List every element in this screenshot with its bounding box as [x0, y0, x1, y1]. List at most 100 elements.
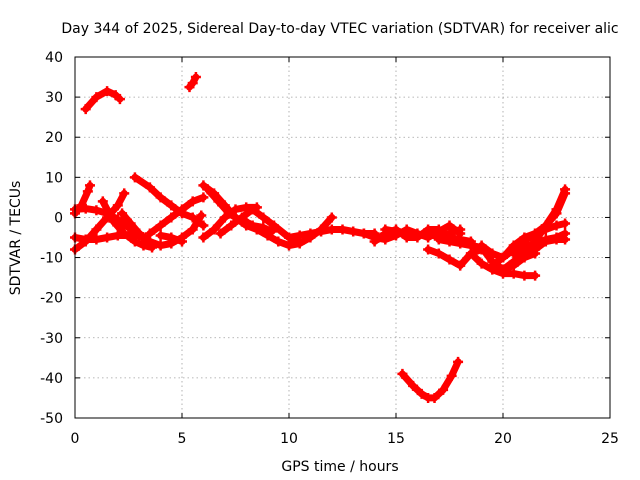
data-point — [294, 230, 305, 241]
y-tick-label: -20 — [40, 291, 63, 307]
data-point — [166, 200, 177, 211]
data-point — [117, 208, 128, 219]
data-point — [446, 370, 457, 381]
data-point — [487, 248, 498, 259]
data-point — [369, 236, 380, 247]
data-point — [91, 224, 102, 235]
data-point — [80, 203, 91, 214]
y-tick-label: 40 — [45, 50, 63, 66]
data-point — [134, 228, 145, 239]
y-tick-label: 20 — [45, 130, 63, 146]
data-point — [560, 184, 571, 195]
series-arc-26 — [487, 218, 571, 271]
data-point — [144, 182, 155, 193]
data-point — [498, 264, 508, 275]
data-point — [247, 204, 258, 215]
data-point — [465, 248, 476, 259]
data-point — [166, 232, 177, 243]
data-point — [508, 248, 519, 259]
data-point — [444, 236, 455, 247]
x-tick-label: 15 — [387, 431, 405, 447]
data-point — [177, 236, 187, 247]
x-tick-label: 10 — [280, 431, 298, 447]
data-point — [416, 388, 427, 399]
data-point — [326, 224, 337, 235]
series-arc-01 — [80, 86, 125, 115]
data-point — [209, 224, 220, 235]
data-point — [423, 228, 434, 239]
data-point — [82, 186, 93, 197]
data-point — [433, 248, 444, 259]
data-point — [423, 244, 434, 255]
data-point — [560, 218, 571, 229]
data-point — [519, 252, 530, 263]
data-point — [540, 220, 551, 231]
data-point — [91, 92, 102, 103]
x-tick-label: 0 — [71, 431, 80, 447]
y-tick-label: -40 — [40, 371, 63, 387]
series-arc-30 — [397, 356, 464, 403]
data-point — [455, 238, 466, 249]
y-tick-label: -30 — [40, 331, 63, 347]
data-series-layer — [70, 72, 571, 403]
data-point — [412, 230, 423, 241]
data-point — [519, 232, 530, 243]
data-point — [215, 228, 226, 239]
x-tick-label: 25 — [601, 431, 619, 447]
series-arc-02 — [184, 72, 201, 93]
data-point — [226, 220, 237, 231]
data-point — [230, 204, 241, 215]
series-arc-11 — [144, 192, 209, 239]
chart-title: Day 344 of 2025, Sidereal Day-to-day VTE… — [61, 21, 618, 37]
data-point — [316, 226, 327, 237]
data-point — [112, 230, 123, 241]
y-tick-label: 30 — [45, 90, 63, 106]
series-arc-12 — [155, 230, 187, 247]
data-point — [530, 270, 541, 281]
x-axis-title: GPS time / hours — [281, 459, 398, 475]
data-point — [84, 180, 95, 191]
y-tick-label: -10 — [40, 251, 63, 267]
data-point — [241, 216, 252, 227]
data-point — [155, 220, 166, 231]
data-point — [530, 244, 541, 255]
data-point — [433, 234, 444, 245]
data-point — [269, 220, 280, 231]
data-point — [80, 104, 91, 115]
data-point — [380, 224, 391, 235]
data-point — [91, 234, 102, 245]
data-point — [455, 224, 466, 235]
data-point — [202, 184, 213, 195]
data-point — [198, 220, 209, 231]
data-point — [519, 270, 530, 281]
data-point — [187, 224, 198, 235]
series-arc-08 — [97, 196, 158, 253]
x-tick-label: 5 — [178, 431, 187, 447]
data-point — [273, 236, 284, 247]
data-point — [196, 210, 207, 221]
series-arc-21 — [380, 224, 466, 243]
data-point — [560, 234, 571, 245]
data-point — [337, 224, 348, 235]
data-point — [102, 232, 113, 243]
data-point — [358, 228, 369, 239]
data-point — [119, 188, 130, 199]
data-point — [326, 212, 337, 223]
data-point — [119, 228, 130, 239]
y-tick-label: 0 — [54, 210, 63, 226]
data-point — [258, 212, 269, 223]
data-point — [487, 260, 498, 271]
data-point — [551, 220, 562, 231]
data-point — [408, 380, 419, 391]
series-arc-09 — [129, 172, 209, 231]
data-point — [187, 78, 198, 89]
data-point — [391, 226, 401, 237]
series-line — [398, 358, 462, 402]
data-point — [80, 234, 91, 245]
data-point — [540, 236, 551, 247]
data-point — [213, 196, 224, 207]
data-point — [155, 230, 166, 241]
series-arc-29 — [519, 234, 571, 263]
axis-ticks: 0 5 10 15 20 25 -50 -40 -30 -20 -10 0 10 20 30 40 — [40, 50, 619, 447]
